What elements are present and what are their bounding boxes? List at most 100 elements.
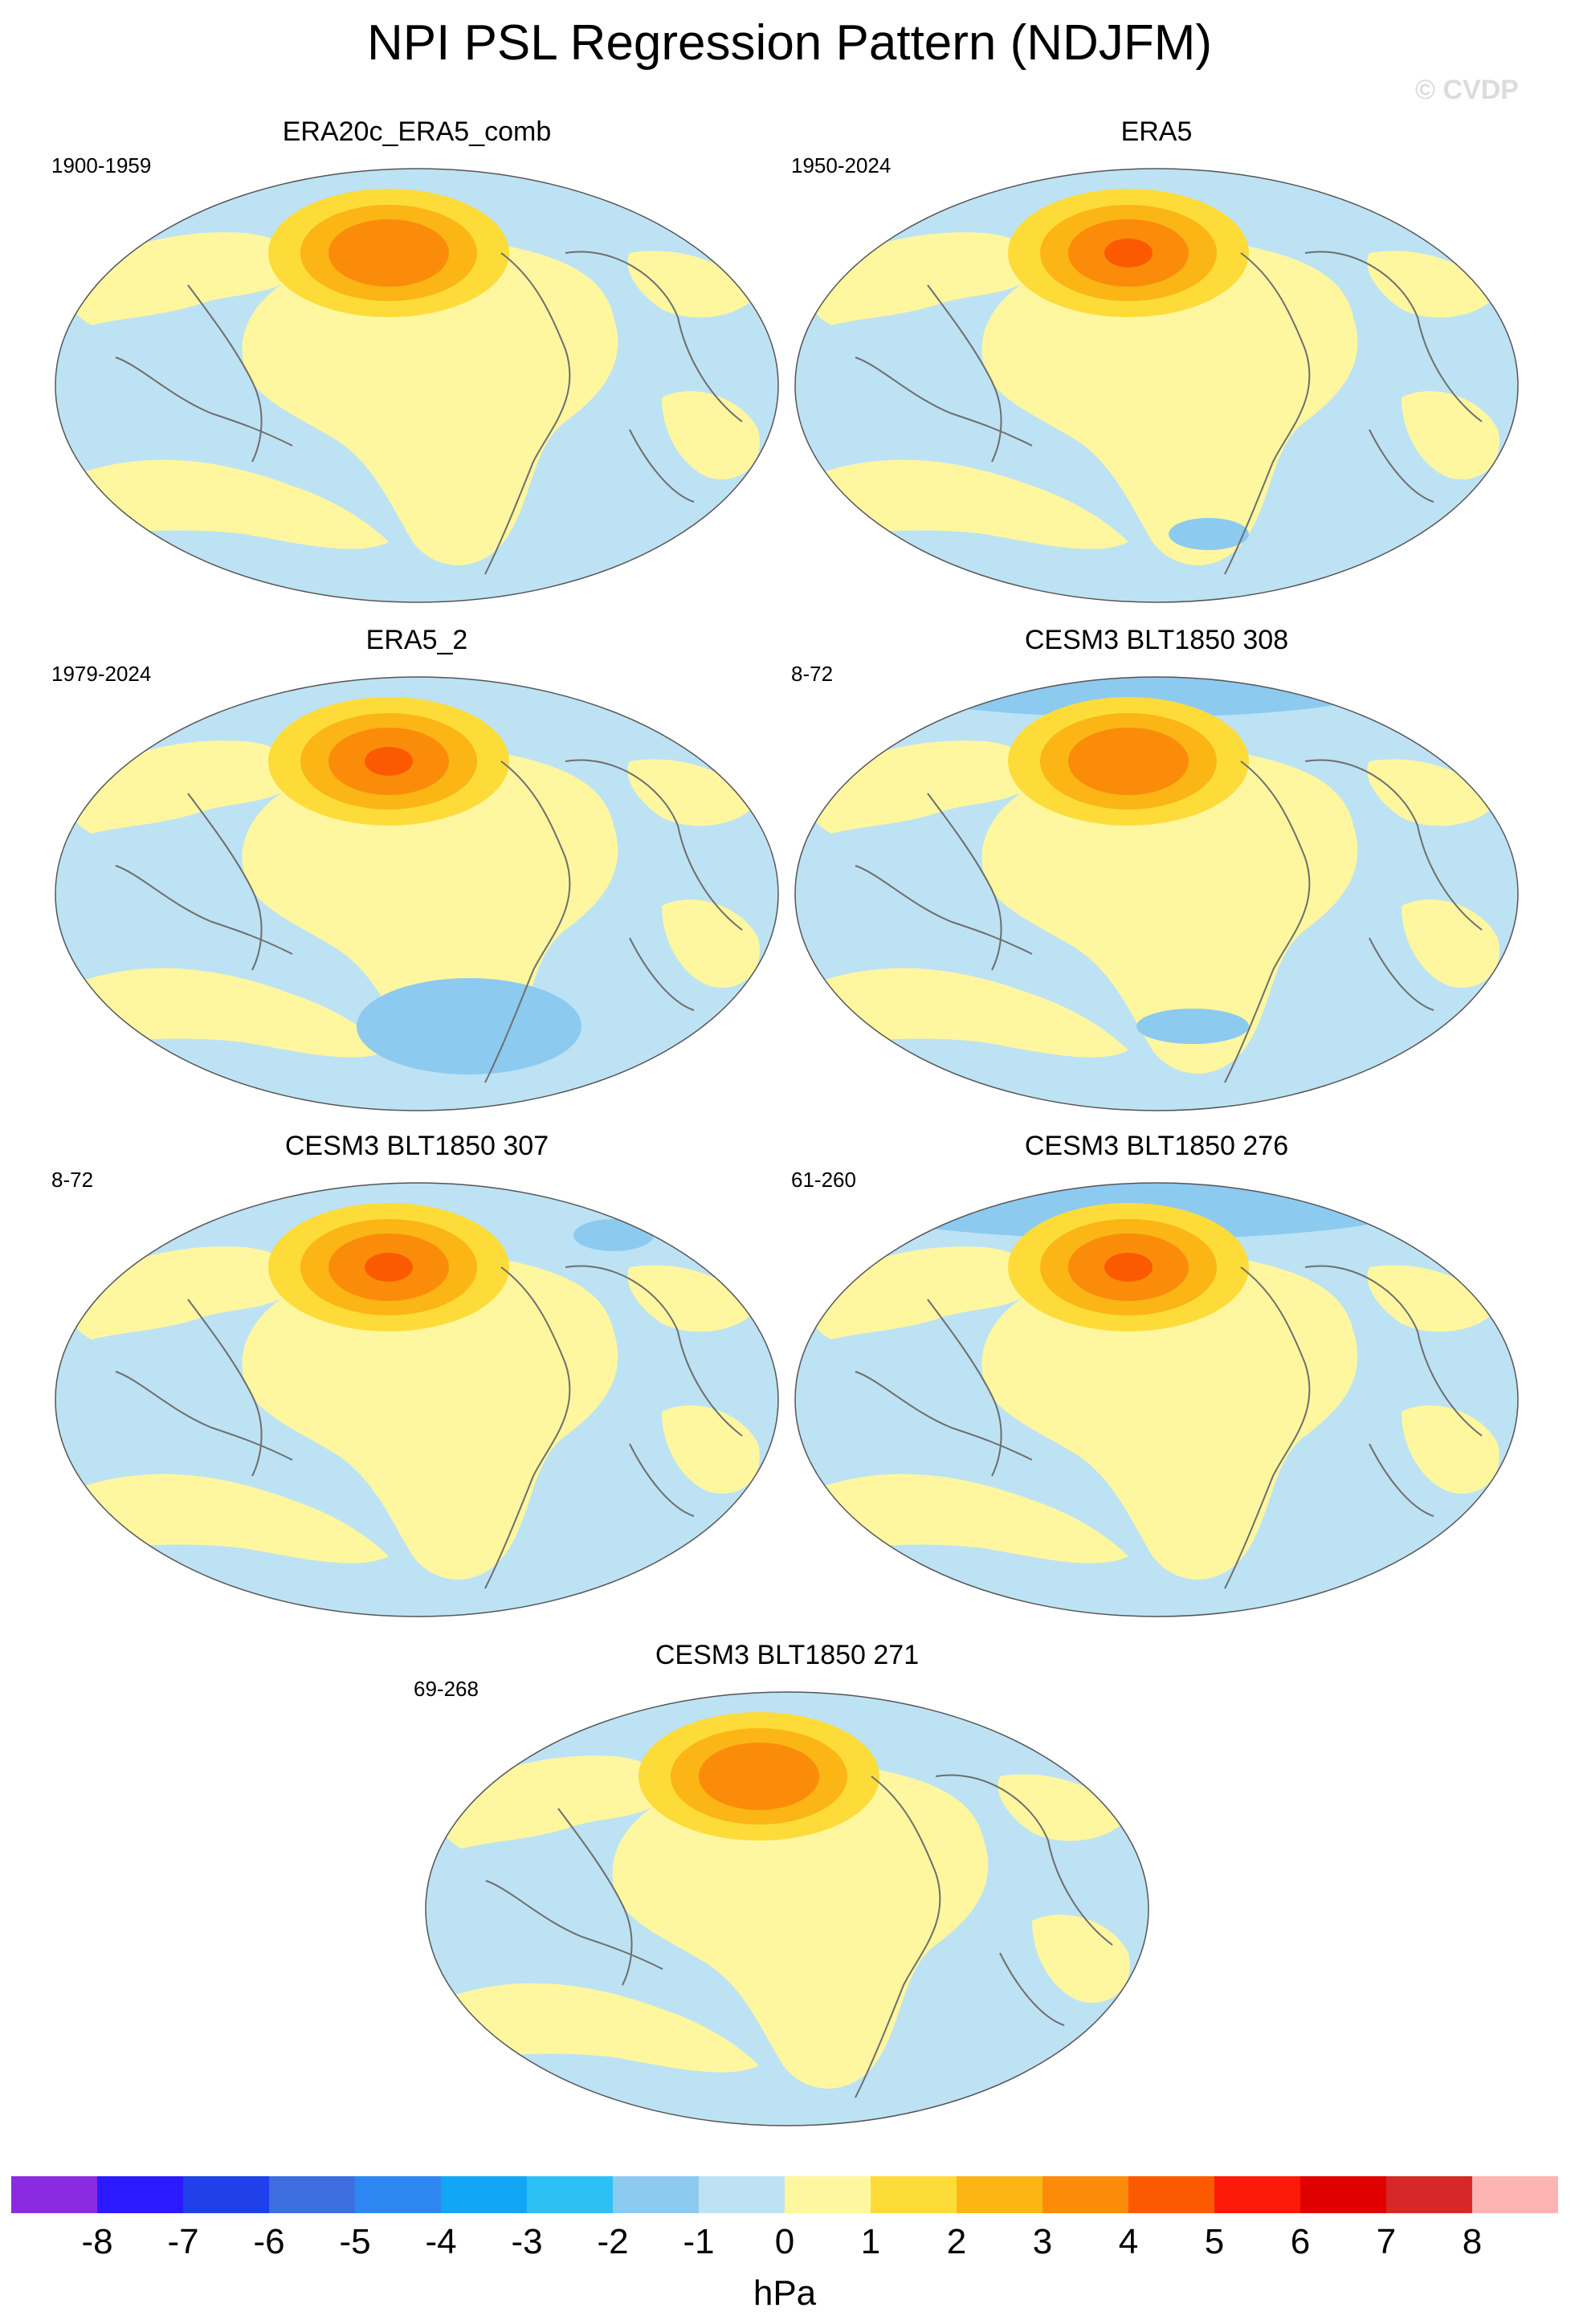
positive-region (67, 1474, 389, 1564)
positive-region (1402, 1405, 1499, 1494)
coastline (484, 252, 571, 575)
positive-region (67, 459, 389, 549)
colorbar-tick-label: 5 (1205, 2222, 1224, 2261)
map-panel: CESM3 BLT1850 307 8-72 (51, 1131, 782, 1645)
colorbar-swatch (785, 2176, 871, 2213)
colorbar-tick-label: 1 (861, 2222, 880, 2261)
map-border (794, 168, 1519, 603)
coastline (629, 429, 695, 503)
coastline (855, 1371, 1033, 1461)
coastline (565, 759, 743, 931)
panel-title: ERA5_2 (365, 625, 468, 655)
colorbar-swatch (527, 2176, 613, 2213)
panel-period: 69-268 (414, 1677, 479, 1701)
colorbar-tick-label: 2 (947, 2222, 966, 2261)
colorbar-swatch (11, 2176, 97, 2213)
colorbar-tick-label: 4 (1119, 2222, 1138, 2261)
coastline (855, 1776, 941, 2098)
map-projection (55, 168, 779, 603)
map-projection (55, 676, 779, 1111)
coastline (1369, 429, 1434, 503)
positive-region (662, 899, 760, 988)
coastline (115, 865, 293, 955)
coastline (1304, 759, 1483, 931)
coastline (565, 1265, 743, 1437)
colorbar-swatch (1300, 2176, 1386, 2213)
map-panel: ERA5 1950-2024 (791, 116, 1522, 630)
colorbar-tick-label: -3 (511, 2222, 542, 2261)
map-projection (794, 168, 1519, 603)
coastline (927, 793, 1002, 971)
panel-period: 8-72 (791, 662, 834, 686)
pressure-anomaly-contour (365, 747, 413, 776)
negative-lobe (896, 677, 1377, 717)
map-border (55, 168, 779, 603)
positive-region (1367, 1265, 1498, 1332)
pressure-anomaly-contour (1104, 239, 1153, 267)
colorbar-tick-label: 0 (775, 2222, 794, 2261)
colorbar-tick-label: 3 (1033, 2222, 1052, 2261)
panel-title: CESM3 BLT1850 276 (1024, 1131, 1289, 1161)
colorbar-tick-label: 8 (1463, 2222, 1482, 2261)
coastline (1224, 252, 1311, 575)
colorbar-tick-label: -6 (253, 2222, 284, 2261)
pressure-anomaly-contour (365, 1253, 413, 1282)
colorbar-swatch (441, 2176, 527, 2213)
positive-region (1402, 391, 1499, 479)
panel-title: CESM3 BLT1850 271 (655, 1640, 920, 1670)
panel-period: 1950-2024 (791, 153, 892, 177)
coastline (1224, 760, 1311, 1083)
watermark: © CVDP (1415, 75, 1519, 105)
positive-region (438, 1983, 759, 2073)
colorbar-tick-label: -8 (81, 2222, 112, 2261)
colorbar-swatch (1042, 2176, 1128, 2213)
negative-lobe (1169, 518, 1249, 550)
pressure-anomaly-contour (328, 219, 449, 287)
colorbar: -8 -7 -6 -5 -4 -3 -2 -1 0 1 2 3 4 5 6 7 8 hPa (11, 2176, 1558, 2313)
map-projection (794, 1182, 1519, 1617)
positive-region (998, 1774, 1128, 1841)
colorbar-tick-label: -4 (425, 2222, 456, 2261)
positive-region (1032, 1914, 1130, 2003)
positive-region (1367, 251, 1498, 318)
panel-title: ERA20c_ERA5_comb (282, 116, 552, 147)
map-border (794, 676, 1519, 1111)
pressure-anomaly-contour (699, 1743, 819, 1810)
positive-region (807, 968, 1128, 1058)
map-projection (794, 676, 1519, 1111)
colorbar-swatch (97, 2176, 183, 2213)
colorbar-swatch (871, 2176, 957, 2213)
coastline (1369, 1443, 1434, 1517)
map-border (794, 1182, 1519, 1617)
coastline (629, 937, 695, 1011)
colorbar-tick-label: -7 (167, 2222, 198, 2261)
positive-region (1402, 899, 1499, 988)
positive-region (1367, 759, 1498, 826)
main-title: NPI PSL Regression Pattern (NDJFM) (366, 15, 1212, 71)
positive-region (627, 1265, 758, 1332)
positive-region (662, 1405, 760, 1494)
coastline (629, 1443, 695, 1517)
map-panel: CESM3 BLT1850 276 61-260 (791, 1131, 1522, 1645)
positive-region (627, 251, 758, 318)
coastline (935, 1774, 1113, 1946)
panel-title: CESM3 BLT1850 307 (284, 1131, 549, 1161)
positive-region (627, 759, 758, 826)
colorbar-swatch (1472, 2176, 1558, 2213)
coastline (1224, 1266, 1311, 1589)
map-border (55, 676, 779, 1111)
coastline (115, 357, 293, 446)
negative-lobe (1136, 1009, 1249, 1044)
coastline (1304, 251, 1483, 422)
colorbar-swatch (613, 2176, 699, 2213)
coastline (999, 1952, 1065, 2026)
colorbar-swatch (183, 2176, 269, 2213)
panel-title: ERA5 (1120, 116, 1193, 147)
pressure-anomaly-contour (1104, 1253, 1153, 1282)
coastline (927, 284, 1002, 463)
map-panel: CESM3 BLT1850 308 8-72 (791, 625, 1522, 1139)
coastline (1369, 937, 1434, 1011)
colorbar-tick-label: -1 (683, 2222, 714, 2261)
colorbar-swatch (699, 2176, 785, 2213)
panel-title: CESM3 BLT1850 308 (1024, 625, 1289, 655)
